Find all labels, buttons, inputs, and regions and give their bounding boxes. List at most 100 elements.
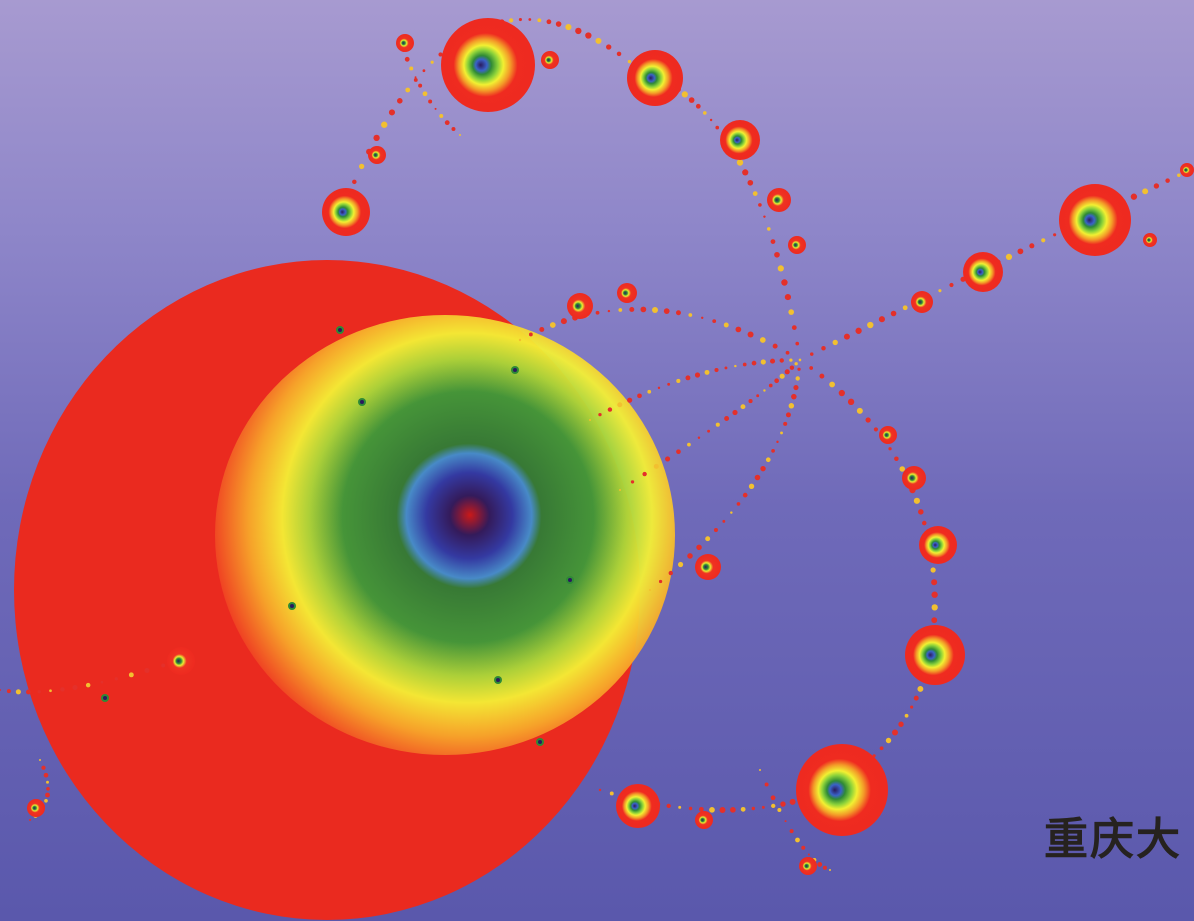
filament-dot: [781, 279, 788, 286]
filament-dot: [688, 806, 693, 811]
filament-dot: [865, 417, 871, 423]
satellite-bulb: [902, 466, 926, 490]
filament-dot: [777, 808, 782, 812]
satellite-bulb: [695, 811, 713, 829]
filament-dot: [763, 215, 766, 218]
filament-dot: [758, 203, 762, 207]
filament-dot: [687, 553, 693, 559]
filament-dot: [0, 689, 1, 691]
filament-dot: [795, 376, 800, 381]
filament-dot: [752, 191, 758, 196]
filament-dot: [760, 465, 766, 472]
filament-dot: [770, 795, 776, 801]
filament-dot: [509, 18, 514, 23]
filament-dot: [764, 782, 769, 787]
filament-dot: [789, 829, 794, 834]
filament-dot: [780, 431, 783, 435]
filament-dot: [414, 76, 417, 79]
filament-dot: [555, 21, 562, 27]
filament-dot: [785, 350, 790, 355]
filament-dot: [748, 399, 753, 404]
filament-dot: [748, 483, 755, 490]
filament-dot: [100, 680, 104, 684]
filament-dot: [607, 407, 613, 412]
filament-dot: [719, 807, 726, 813]
filament-dot: [46, 780, 49, 784]
filament-dot: [910, 705, 914, 709]
filament-dot: [1005, 253, 1013, 261]
filament-dot: [714, 367, 719, 373]
filament-dot: [931, 591, 938, 598]
filament-dot: [697, 436, 701, 440]
filament-dot: [358, 163, 365, 170]
filament-dot: [768, 383, 773, 388]
filament-dot: [451, 127, 456, 131]
filament-dot: [1017, 248, 1024, 255]
satellite-bulb: [1143, 233, 1157, 247]
filament-dot: [144, 667, 150, 673]
filament-dot: [60, 687, 65, 692]
filament-dot: [847, 398, 855, 406]
filament-dot: [784, 369, 790, 375]
filament-dot: [918, 509, 924, 515]
filament-dot: [801, 845, 806, 850]
filament-dot: [434, 107, 437, 110]
satellite-bulb: [911, 291, 933, 313]
filament-dot: [663, 308, 670, 314]
filament-dot: [568, 578, 572, 582]
filament-dot: [798, 358, 802, 362]
filament-dot: [518, 17, 522, 22]
filament-dot: [732, 409, 738, 416]
filament-dot: [537, 18, 542, 23]
filament-dot: [931, 579, 938, 586]
filament-dot: [913, 497, 920, 504]
filament-dot: [797, 367, 801, 371]
filament-dot: [759, 337, 766, 343]
filament-dot: [409, 66, 414, 71]
filament-dot: [742, 362, 747, 367]
filament-dot: [676, 378, 681, 383]
filament-dot: [931, 617, 938, 624]
filament-dot: [829, 869, 831, 871]
filament-dot: [917, 685, 924, 692]
filament-dot: [898, 721, 904, 727]
filament-dot: [715, 422, 720, 427]
filament-dot: [788, 403, 795, 409]
filament-dot: [770, 358, 776, 364]
filament-dot: [103, 696, 107, 700]
filament-dot: [539, 326, 545, 332]
filament-dot: [549, 322, 556, 328]
filament-dot: [687, 442, 691, 447]
filament-dot: [930, 567, 936, 573]
filament-dot: [938, 289, 942, 293]
filament-dot: [430, 60, 434, 64]
filament-dot: [832, 339, 838, 346]
filament-dot: [161, 663, 166, 668]
filament-dot: [459, 134, 461, 136]
filament-dot: [444, 120, 450, 126]
filament-dot: [685, 375, 691, 381]
filament-dot: [15, 689, 21, 695]
main-bulb-glow: [215, 315, 675, 755]
filament-dot: [49, 689, 52, 693]
filament-dot: [747, 179, 754, 186]
satellite-bulb: [27, 799, 45, 817]
filament-dot: [765, 457, 771, 463]
filament-dot: [694, 372, 701, 378]
filament-dot: [890, 310, 897, 317]
filament-dot: [784, 820, 787, 823]
satellite-bulb: [441, 18, 535, 112]
satellite-bulb: [695, 554, 721, 580]
filament-dot: [43, 772, 49, 778]
filament-dot: [381, 121, 388, 128]
filament-dot: [665, 456, 671, 462]
filament-dot: [668, 570, 673, 576]
filament-dot: [724, 366, 728, 370]
filament-dot: [360, 400, 364, 404]
filament-dot: [595, 37, 602, 44]
filament-dot: [949, 282, 954, 288]
satellite-bulb: [627, 50, 683, 106]
filament-dot: [598, 413, 602, 417]
filament-dot: [338, 328, 342, 332]
filament-dot: [867, 321, 874, 329]
